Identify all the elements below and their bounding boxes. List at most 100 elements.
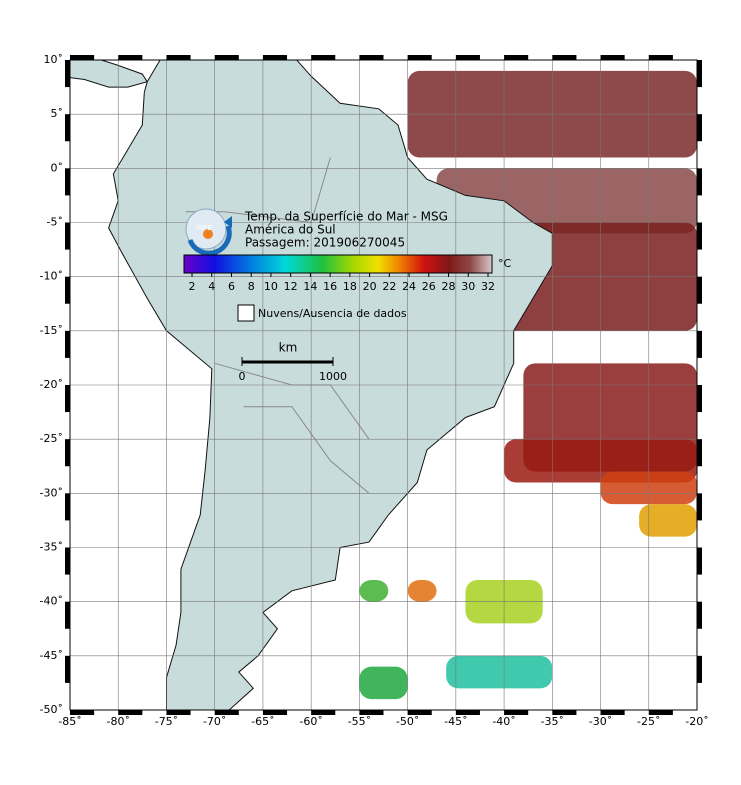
lat-label: -40˚ [40, 595, 63, 608]
frame-stripe [552, 55, 577, 60]
frame-stripe [407, 710, 432, 715]
frame-stripe [697, 114, 702, 142]
frame-stripe [65, 60, 70, 88]
frame-stripe [214, 55, 239, 60]
colorbar-label: 30 [461, 280, 475, 293]
frame-stripe [359, 55, 384, 60]
frame-stripe [697, 276, 702, 304]
frame-stripe [65, 222, 70, 250]
region: América do Sul [245, 223, 336, 237]
frame-stripe [214, 710, 239, 715]
frame-stripe [70, 55, 95, 60]
logo-arc [187, 225, 232, 256]
frame-stripe [697, 439, 702, 467]
sst-patch [407, 580, 437, 602]
frame-stripe [697, 385, 702, 413]
frame-stripe [65, 114, 70, 142]
colorbar-label: 32 [481, 280, 495, 293]
colorbar-label: 16 [323, 280, 337, 293]
frame-stripe [65, 547, 70, 575]
frame-stripe [70, 710, 95, 715]
lon-label: -45˚ [444, 715, 467, 728]
lat-label: 5˚ [51, 107, 64, 120]
lon-label: -65˚ [251, 715, 274, 728]
legend-swatch [237, 304, 255, 322]
logo-arrow [224, 216, 232, 228]
frame-stripe [697, 655, 702, 683]
lon-label: -25˚ [637, 715, 660, 728]
frame-stripe [407, 55, 432, 60]
sst-patch [446, 655, 553, 689]
lon-label: -75˚ [155, 715, 178, 728]
frame-stripe [166, 710, 191, 715]
frame-stripe [311, 55, 336, 60]
frame-stripe [311, 710, 336, 715]
colorbar-label: 18 [343, 280, 357, 293]
frame-stripe [648, 55, 673, 60]
lon-label: -85˚ [58, 715, 81, 728]
frame-stripe [504, 55, 529, 60]
land [70, 60, 148, 88]
frame-stripe [65, 655, 70, 683]
frame-stripe [455, 710, 480, 715]
frame-stripe [65, 439, 70, 467]
lon-label: -55˚ [348, 715, 371, 728]
frame-stripe [455, 55, 480, 60]
frame-stripe [697, 60, 702, 88]
frame-stripe [166, 55, 191, 60]
colorbar-label: 26 [422, 280, 436, 293]
frame-stripe [697, 330, 702, 358]
frame-stripe [262, 55, 288, 60]
frame-stripe [697, 168, 702, 196]
frame-stripe [697, 601, 702, 629]
logo-dot [203, 229, 213, 239]
colorbar-label: 28 [442, 280, 456, 293]
colorbar-label: 8 [248, 280, 255, 293]
colorbar-label: 6 [228, 280, 235, 293]
frame-stripe [118, 55, 143, 60]
sst-patch [639, 504, 697, 537]
sst-patch [359, 580, 389, 602]
colorbar-label: 12 [284, 280, 298, 293]
lat-label: -35˚ [40, 541, 63, 554]
frame-stripe [648, 710, 673, 715]
lon-label: -40˚ [492, 715, 515, 728]
frame-stripe [697, 493, 702, 521]
colorbar [183, 254, 493, 274]
frame-stripe [65, 168, 70, 196]
sst-patch [359, 666, 408, 700]
colorbar-unit: °C [498, 257, 512, 270]
title: Temp. da Superfície do Mar - MSG [244, 210, 448, 224]
colorbar-label: 4 [208, 280, 215, 293]
frame-stripe [552, 710, 577, 715]
lat-label: -25˚ [40, 432, 63, 445]
pass: Passagem: 201906270045 [245, 236, 405, 250]
colorbar-label: 24 [402, 280, 416, 293]
lon-label: -50˚ [396, 715, 419, 728]
frame-stripe [65, 493, 70, 521]
frame-stripe [65, 276, 70, 304]
frame-stripe [65, 601, 70, 629]
frame-stripe [697, 547, 702, 575]
frame-stripe [65, 385, 70, 413]
lat-label: -45˚ [40, 649, 63, 662]
lat-label: -20˚ [40, 378, 63, 391]
legend-text: Nuvens/Ausencia de dados [258, 307, 407, 320]
lat-label: -50˚ [40, 703, 63, 716]
lon-label: -35˚ [541, 715, 564, 728]
frame-stripe [262, 710, 288, 715]
lat-label: -10˚ [40, 270, 63, 283]
colorbar-label: 22 [382, 280, 396, 293]
frame-stripe [600, 55, 625, 60]
lon-label: -20˚ [685, 715, 708, 728]
frame-stripe [697, 222, 702, 250]
logo-globe [185, 208, 227, 250]
colorbar-label: 14 [303, 280, 317, 293]
scale-label: 0 [239, 370, 246, 383]
lon-label: -80˚ [106, 715, 129, 728]
map-area [70, 60, 697, 710]
frame-stripe [118, 710, 143, 715]
lat-label: -5˚ [47, 216, 63, 229]
lon-label: -30˚ [589, 715, 612, 728]
overlay: INPE Temp. da Superfície do Mar - MSG Am… [183, 208, 512, 383]
